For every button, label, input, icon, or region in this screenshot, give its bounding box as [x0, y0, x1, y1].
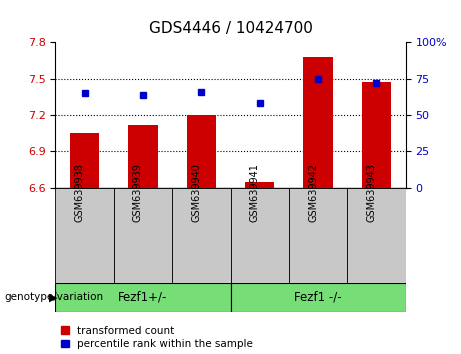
Text: genotype/variation: genotype/variation: [5, 292, 104, 302]
Bar: [289, 188, 347, 283]
Bar: [172, 188, 230, 283]
Bar: [230, 283, 406, 312]
Bar: [187, 115, 216, 188]
Text: GSM639942: GSM639942: [308, 163, 318, 222]
Text: GSM639943: GSM639943: [366, 163, 377, 222]
Bar: [362, 82, 391, 188]
Bar: [70, 133, 99, 188]
Text: GSM639939: GSM639939: [133, 163, 143, 222]
Bar: [303, 57, 333, 188]
Bar: [55, 188, 114, 283]
Bar: [230, 188, 289, 283]
Text: GDS4446 / 10424700: GDS4446 / 10424700: [148, 21, 313, 36]
Legend: transformed count, percentile rank within the sample: transformed count, percentile rank withi…: [60, 326, 253, 349]
Bar: [55, 283, 230, 312]
Bar: [128, 125, 158, 188]
Bar: [245, 182, 274, 188]
Bar: [114, 188, 172, 283]
Text: Fezf1+/-: Fezf1+/-: [118, 291, 168, 304]
Bar: [347, 188, 406, 283]
Text: GSM639940: GSM639940: [191, 163, 201, 222]
Text: GSM639938: GSM639938: [75, 163, 84, 222]
Text: GSM639941: GSM639941: [250, 163, 260, 222]
Text: ▶: ▶: [49, 292, 57, 302]
Text: Fezf1 -/-: Fezf1 -/-: [294, 291, 342, 304]
